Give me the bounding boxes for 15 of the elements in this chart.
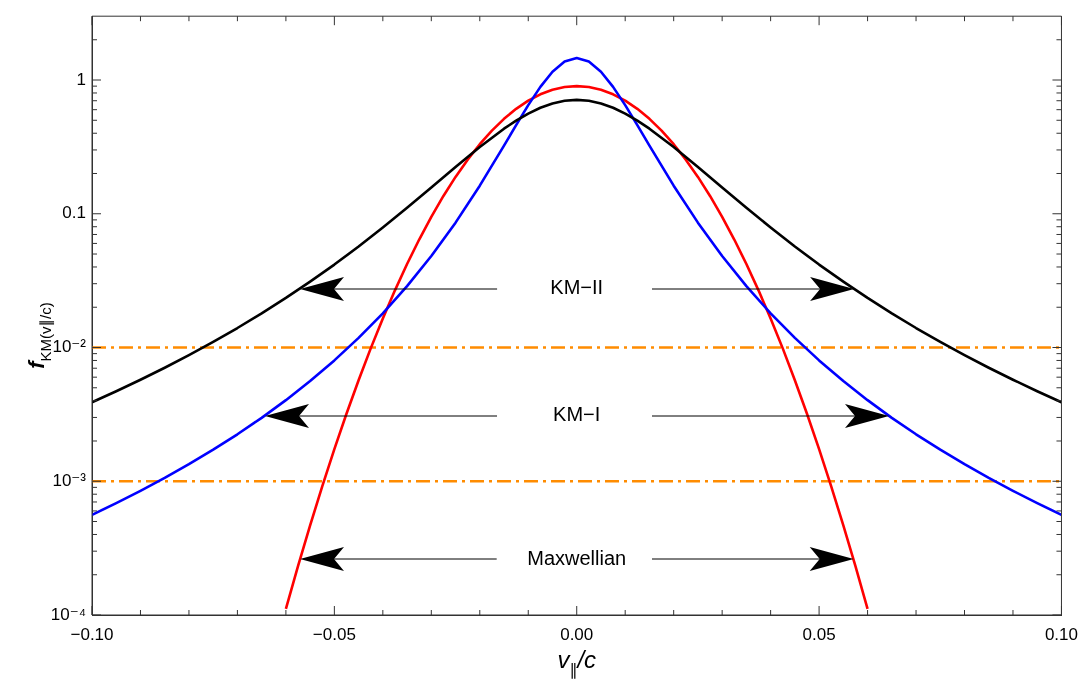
x-tick-label: −0.10 xyxy=(70,624,114,644)
x-tick-label: 0.00 xyxy=(560,624,594,644)
annotation: KM−I xyxy=(553,403,601,426)
x-axis-title: v∥/c xyxy=(557,646,597,680)
y-tick-label: 0.1 xyxy=(62,203,86,223)
y-tick-label: 10⁻³ xyxy=(52,470,87,490)
x-tick-label: −0.05 xyxy=(312,624,356,644)
x-tick-label: 0.10 xyxy=(1044,624,1078,644)
annotation: Maxwellian xyxy=(527,546,627,569)
y-axis-title: fKM(v∥/c) xyxy=(24,302,55,369)
annotation: KM−II xyxy=(550,276,604,299)
y-tick-label: 10⁻² xyxy=(52,337,87,357)
y-tick-label: 10⁻⁴ xyxy=(50,604,86,624)
y-tick-label: 1 xyxy=(76,69,86,89)
x-tick-label: 0.05 xyxy=(802,624,836,644)
